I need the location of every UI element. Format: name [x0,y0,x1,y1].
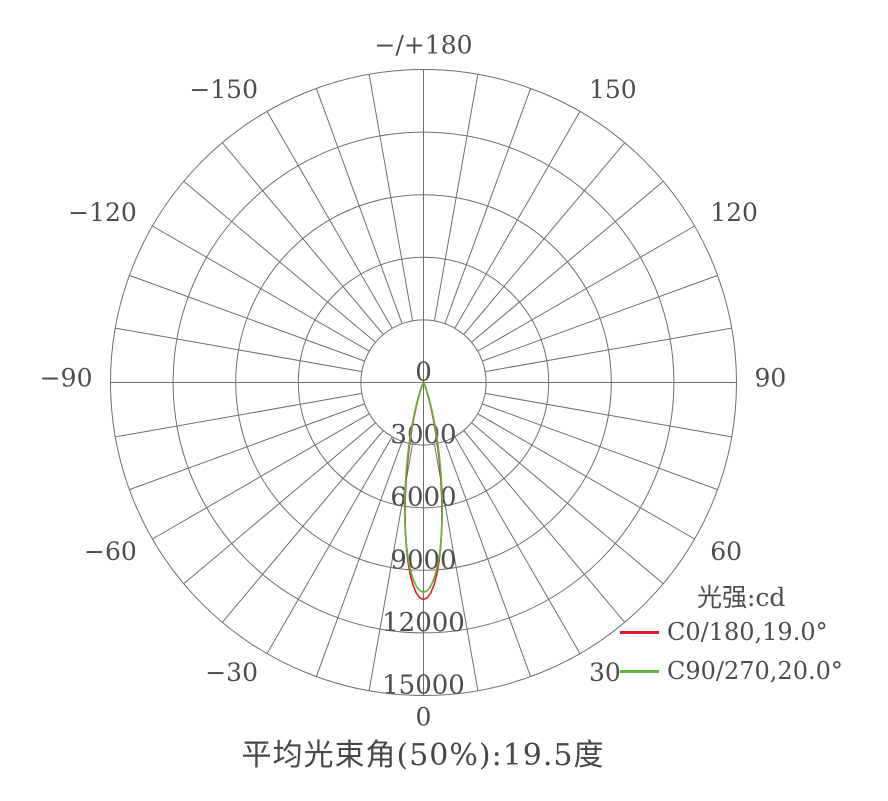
angle-tick-labels: −/+180 −150 150 −120 120 −90 90 −60 60 −30 30 0 [40,31,787,732]
ring-tick-label: 6000 [390,483,456,513]
legend-label-c90-270: C90/270,20.0° [667,657,843,685]
angle-tick-label: −60 [84,537,137,566]
angle-tick-label: −120 [68,198,137,227]
ring-tick-label: 9000 [390,545,456,575]
angle-tick-label: 90 [755,364,787,393]
ring-tick-label: 3000 [390,420,456,450]
ring-tick-label: 15000 [382,671,465,701]
angle-tick-label: −30 [205,658,258,687]
series-c90-270-swatch [620,669,659,673]
angle-tick-label: −150 [189,75,258,104]
angle-tick-label: 120 [710,198,758,227]
legend-title: 光强:cd [697,583,786,612]
series-c0-180-swatch [620,630,659,634]
angle-tick-label: 60 [710,537,742,566]
angle-tick-label: 150 [589,75,637,104]
legend-item-c0-180: C0/180,19.0° [620,618,828,646]
angle-tick-label: −/+180 [374,31,472,60]
series-curve-1 [403,382,444,594]
ring-tick-labels: 0 3000 6000 9000 12000 15000 [382,358,465,701]
ring-tick-label: 0 [415,358,432,388]
angle-tick-label: −90 [40,364,93,393]
legend-item-c90-270: C90/270,20.0° [620,657,843,685]
angle-tick-label: 30 [589,658,621,687]
angle-tick-label: 0 [416,703,432,732]
chart-title: 平均光束角(50%):19.5度 [241,738,605,773]
legend-label-c0-180: C0/180,19.0° [667,618,828,646]
ring-tick-label: 12000 [382,608,465,638]
